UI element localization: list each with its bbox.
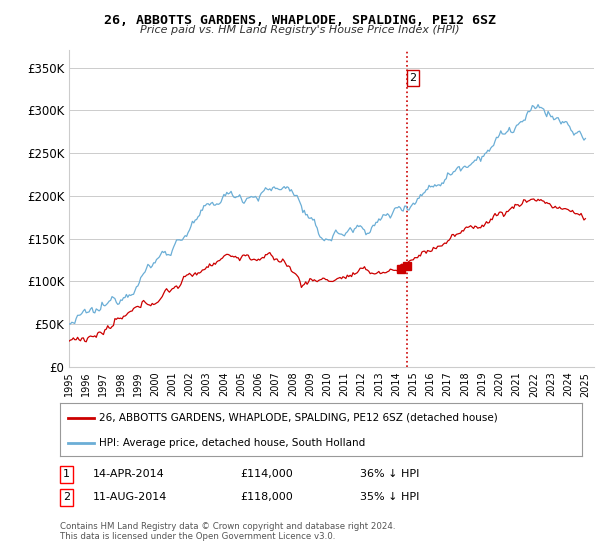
Text: 14-APR-2014: 14-APR-2014 xyxy=(93,469,165,479)
Text: £114,000: £114,000 xyxy=(240,469,293,479)
Text: Contains HM Land Registry data © Crown copyright and database right 2024.
This d: Contains HM Land Registry data © Crown c… xyxy=(60,522,395,542)
Text: 2: 2 xyxy=(63,492,70,502)
Text: 26, ABBOTTS GARDENS, WHAPLODE, SPALDING, PE12 6SZ (detached house): 26, ABBOTTS GARDENS, WHAPLODE, SPALDING,… xyxy=(99,413,498,423)
Text: 26, ABBOTTS GARDENS, WHAPLODE, SPALDING, PE12 6SZ: 26, ABBOTTS GARDENS, WHAPLODE, SPALDING,… xyxy=(104,14,496,27)
Text: 35% ↓ HPI: 35% ↓ HPI xyxy=(360,492,419,502)
Text: 11-AUG-2014: 11-AUG-2014 xyxy=(93,492,167,502)
Text: £118,000: £118,000 xyxy=(240,492,293,502)
Text: HPI: Average price, detached house, South Holland: HPI: Average price, detached house, Sout… xyxy=(99,438,365,448)
Text: 2: 2 xyxy=(409,73,416,83)
Text: 36% ↓ HPI: 36% ↓ HPI xyxy=(360,469,419,479)
Text: 1: 1 xyxy=(63,469,70,479)
Text: Price paid vs. HM Land Registry's House Price Index (HPI): Price paid vs. HM Land Registry's House … xyxy=(140,25,460,35)
